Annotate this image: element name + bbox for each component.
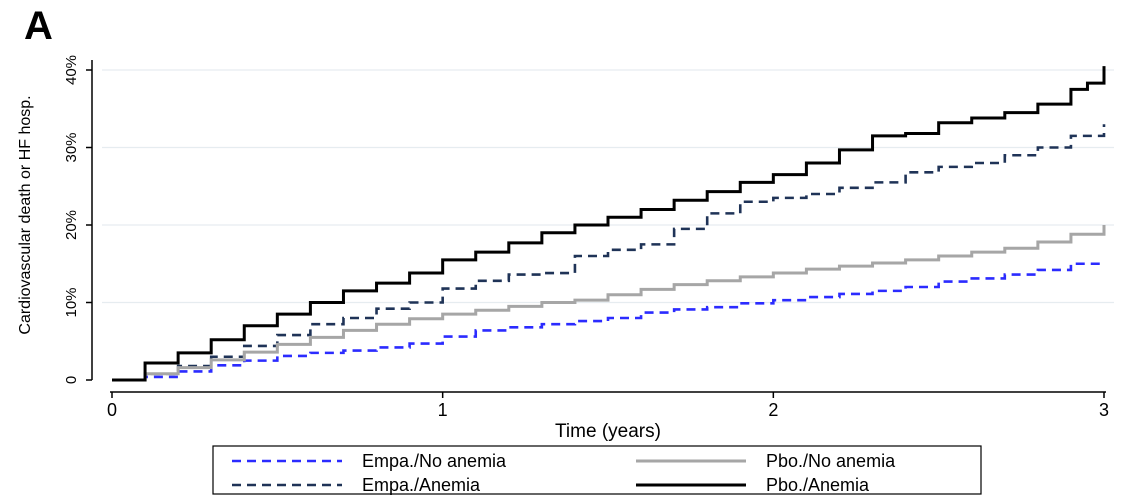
gridlines <box>102 69 1114 304</box>
y-tick-label: 20% <box>63 210 80 240</box>
y-tick-label: 40% <box>63 55 80 85</box>
y-tick-label: 0 <box>63 376 80 384</box>
y-axis-label: Cardiovascular death or HF hosp. <box>17 95 34 334</box>
x-axis-label: Time (years) <box>555 421 661 442</box>
series-line-2 <box>112 124 1106 382</box>
legend-label: Pbo./No anemia <box>766 451 896 471</box>
x-tick-label: 0 <box>107 400 117 420</box>
legend: Empa./No anemia Empa./Anemia Pbo./No anemi… <box>212 445 982 495</box>
series-line-3 <box>112 225 1106 382</box>
series-line-4 <box>112 66 1106 382</box>
x-tick-label: 1 <box>438 400 448 420</box>
legend-label: Pbo./Anemia <box>766 475 870 495</box>
y-tick-label: 30% <box>63 132 80 162</box>
series-lines <box>112 66 1106 382</box>
legend-label: Empa./No anemia <box>362 451 507 471</box>
x-tick-label: 2 <box>768 400 778 420</box>
legend-label: Empa./Anemia <box>362 475 481 495</box>
series-line-1 <box>112 262 1106 382</box>
panel-letter: A <box>24 4 53 48</box>
y-tick-label: 10% <box>63 287 80 317</box>
x-tick-label: 3 <box>1099 400 1109 420</box>
axes: 0 10% 20% 30% 40% 0 1 2 3 <box>63 55 1109 420</box>
